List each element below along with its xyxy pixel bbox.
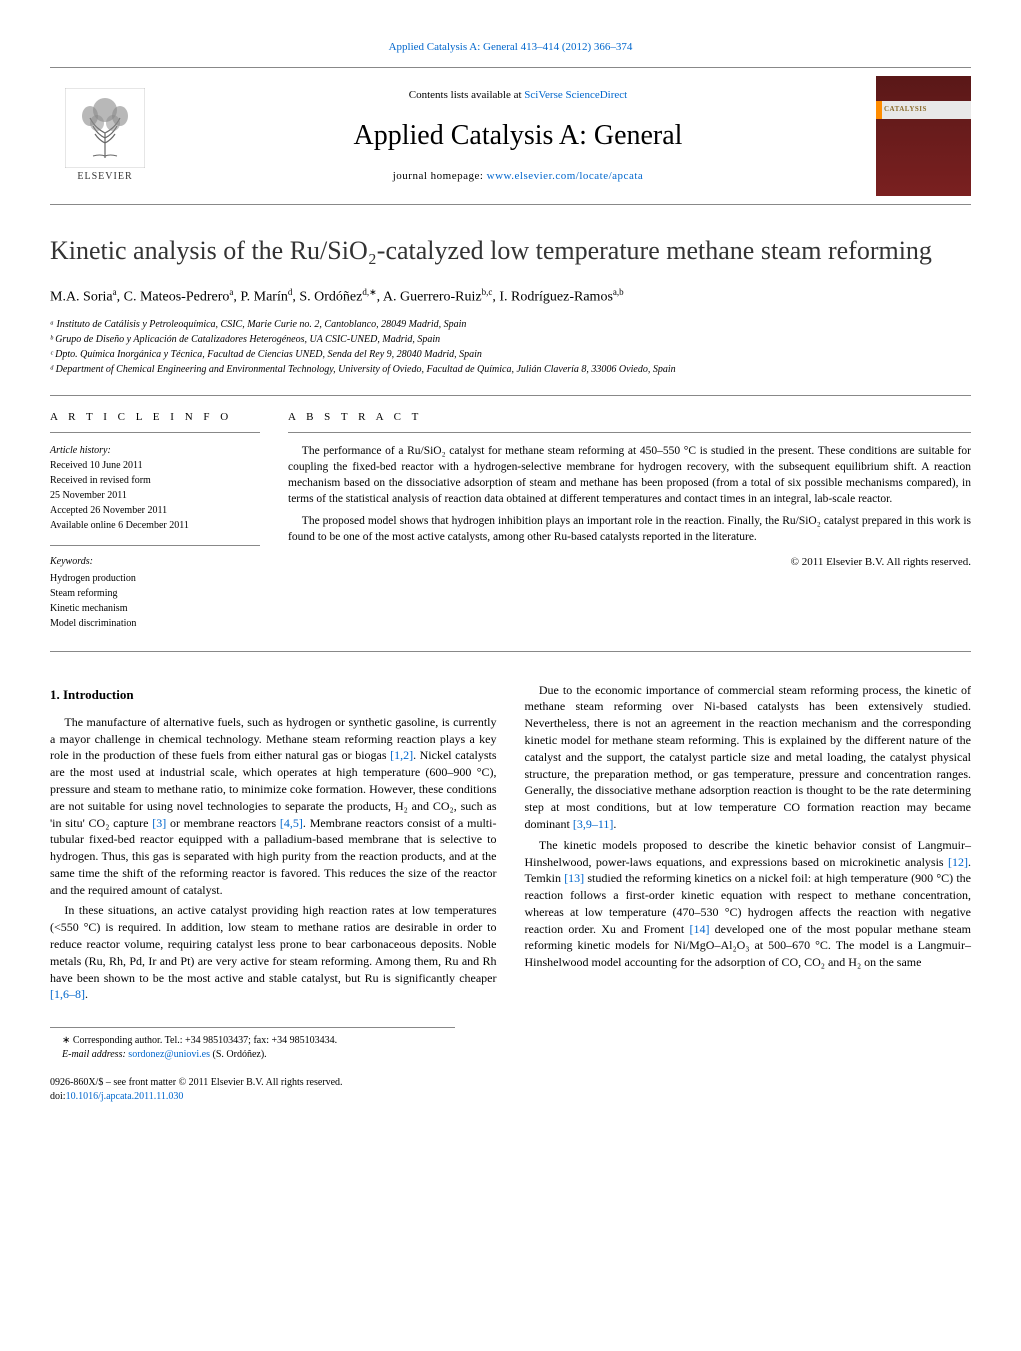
article-info-column: A R T I C L E I N F O Article history: R… bbox=[50, 410, 260, 630]
section-heading: 1. Introduction bbox=[50, 686, 497, 704]
affiliation-line: ᵈ Department of Chemical Engineering and… bbox=[50, 362, 971, 377]
journal-cover-thumbnail: CATALYSIS bbox=[876, 76, 971, 196]
history-line: Accepted 26 November 2011 bbox=[50, 505, 167, 516]
doi-link[interactable]: 10.1016/j.apcata.2011.11.030 bbox=[66, 1091, 184, 1102]
affiliation-line: ᵇ Grupo de Diseño y Aplicación de Catali… bbox=[50, 332, 971, 347]
doi-prefix: doi: bbox=[50, 1091, 66, 1102]
bottom-meta: 0926-860X/$ – see front matter © 2011 El… bbox=[50, 1076, 971, 1104]
history-line: 25 November 2011 bbox=[50, 490, 127, 501]
top-citation-link[interactable]: Applied Catalysis A: General 413–414 (20… bbox=[389, 41, 633, 53]
citation-link[interactable]: [14] bbox=[689, 922, 709, 936]
body-paragraph: The kinetic models proposed to describe … bbox=[525, 837, 972, 971]
abstract-paragraph: The performance of a Ru/SiO₂ catalyst fo… bbox=[288, 443, 971, 507]
keywords-label: Keywords: bbox=[50, 554, 260, 569]
affiliation-line: ᶜ Dpto. Química Inorgánica y Técnica, Fa… bbox=[50, 347, 971, 362]
abstract-heading: A B S T R A C T bbox=[288, 410, 971, 432]
authors-list: M.A. Soriaa, C. Mateos-Pedreroa, P. Marí… bbox=[50, 286, 971, 307]
citation-link[interactable]: [3] bbox=[152, 816, 166, 830]
abstract-paragraph: The proposed model shows that hydrogen i… bbox=[288, 513, 971, 545]
history-lines: Received 10 June 2011 Received in revised… bbox=[50, 460, 189, 531]
citation-link[interactable]: [12] bbox=[948, 855, 968, 869]
keyword: Kinetic mechanism bbox=[50, 603, 127, 614]
history-line: Available online 6 December 2011 bbox=[50, 520, 189, 531]
journal-name: Applied Catalysis A: General bbox=[180, 116, 856, 155]
header-center: Contents lists available at SciVerse Sci… bbox=[180, 88, 856, 184]
body-paragraph: The manufacture of alternative fuels, su… bbox=[50, 714, 497, 899]
top-citation: Applied Catalysis A: General 413–414 (20… bbox=[50, 40, 971, 55]
sciencedirect-link[interactable]: SciVerse ScienceDirect bbox=[524, 89, 627, 101]
email-suffix: (S. Ordóñez). bbox=[210, 1049, 267, 1060]
cover-band: CATALYSIS bbox=[876, 101, 971, 119]
affiliations: ᵃ Instituto de Catálisis y Petroleoquími… bbox=[50, 317, 971, 377]
email-line: E-mail address: sordonez@uniovi.es (S. O… bbox=[50, 1048, 455, 1062]
issn-line: 0926-860X/$ – see front matter © 2011 El… bbox=[50, 1076, 971, 1090]
info-abstract-row: A R T I C L E I N F O Article history: R… bbox=[50, 395, 971, 651]
publisher-name: ELSEVIER bbox=[77, 170, 132, 184]
keyword: Model discrimination bbox=[50, 618, 136, 629]
homepage-line: journal homepage: www.elsevier.com/locat… bbox=[180, 169, 856, 184]
journal-header: ELSEVIER Contents lists available at Sci… bbox=[50, 67, 971, 205]
footnotes: ∗ Corresponding author. Tel.: +34 985103… bbox=[50, 1027, 455, 1062]
body-paragraph: Due to the economic importance of commer… bbox=[525, 682, 972, 833]
abstract-column: A B S T R A C T The performance of a Ru/… bbox=[288, 410, 971, 630]
keywords-block: Keywords: Hydrogen production Steam refor… bbox=[50, 545, 260, 631]
homepage-prefix: journal homepage: bbox=[393, 170, 487, 182]
email-link[interactable]: sordonez@uniovi.es bbox=[128, 1049, 210, 1060]
publisher-logo: ELSEVIER bbox=[50, 81, 160, 191]
article-info-heading: A R T I C L E I N F O bbox=[50, 410, 260, 432]
citation-link[interactable]: [1,2] bbox=[390, 748, 413, 762]
article-title: Kinetic analysis of the Ru/SiO₂-catalyze… bbox=[50, 235, 971, 268]
history-line: Received 10 June 2011 bbox=[50, 460, 143, 471]
contents-prefix: Contents lists available at bbox=[409, 89, 524, 101]
citation-link[interactable]: [3,9–11] bbox=[573, 817, 614, 831]
history-label: Article history: bbox=[50, 445, 111, 456]
section-title: Introduction bbox=[63, 687, 134, 702]
history-line: Received in revised form bbox=[50, 475, 151, 486]
email-label: E-mail address: bbox=[62, 1049, 128, 1060]
history-block: Article history: Received 10 June 2011Re… bbox=[50, 443, 260, 533]
corresponding-author-note: ∗ Corresponding author. Tel.: +34 985103… bbox=[50, 1034, 455, 1048]
citation-link[interactable]: [13] bbox=[564, 871, 584, 885]
elsevier-tree-icon bbox=[65, 88, 145, 168]
affiliation-line: ᵃ Instituto de Catálisis y Petroleoquími… bbox=[50, 317, 971, 332]
citation-link[interactable]: [1,6–8] bbox=[50, 987, 85, 1001]
doi-line: doi:10.1016/j.apcata.2011.11.030 bbox=[50, 1090, 971, 1104]
keywords-list: Hydrogen production Steam reforming Kineti… bbox=[50, 573, 136, 629]
citation-link[interactable]: [4,5] bbox=[280, 816, 303, 830]
section-number: 1. bbox=[50, 687, 60, 702]
homepage-link[interactable]: www.elsevier.com/locate/apcata bbox=[487, 170, 644, 182]
abstract-copyright: © 2011 Elsevier B.V. All rights reserved… bbox=[288, 555, 971, 570]
keyword: Hydrogen production bbox=[50, 573, 136, 584]
body-text: 1. Introduction The manufacture of alter… bbox=[50, 682, 971, 1004]
abstract-text: The performance of a Ru/SiO₂ catalyst fo… bbox=[288, 443, 971, 546]
contents-line: Contents lists available at SciVerse Sci… bbox=[180, 88, 856, 103]
keyword: Steam reforming bbox=[50, 588, 117, 599]
body-paragraph: In these situations, an active catalyst … bbox=[50, 902, 497, 1003]
